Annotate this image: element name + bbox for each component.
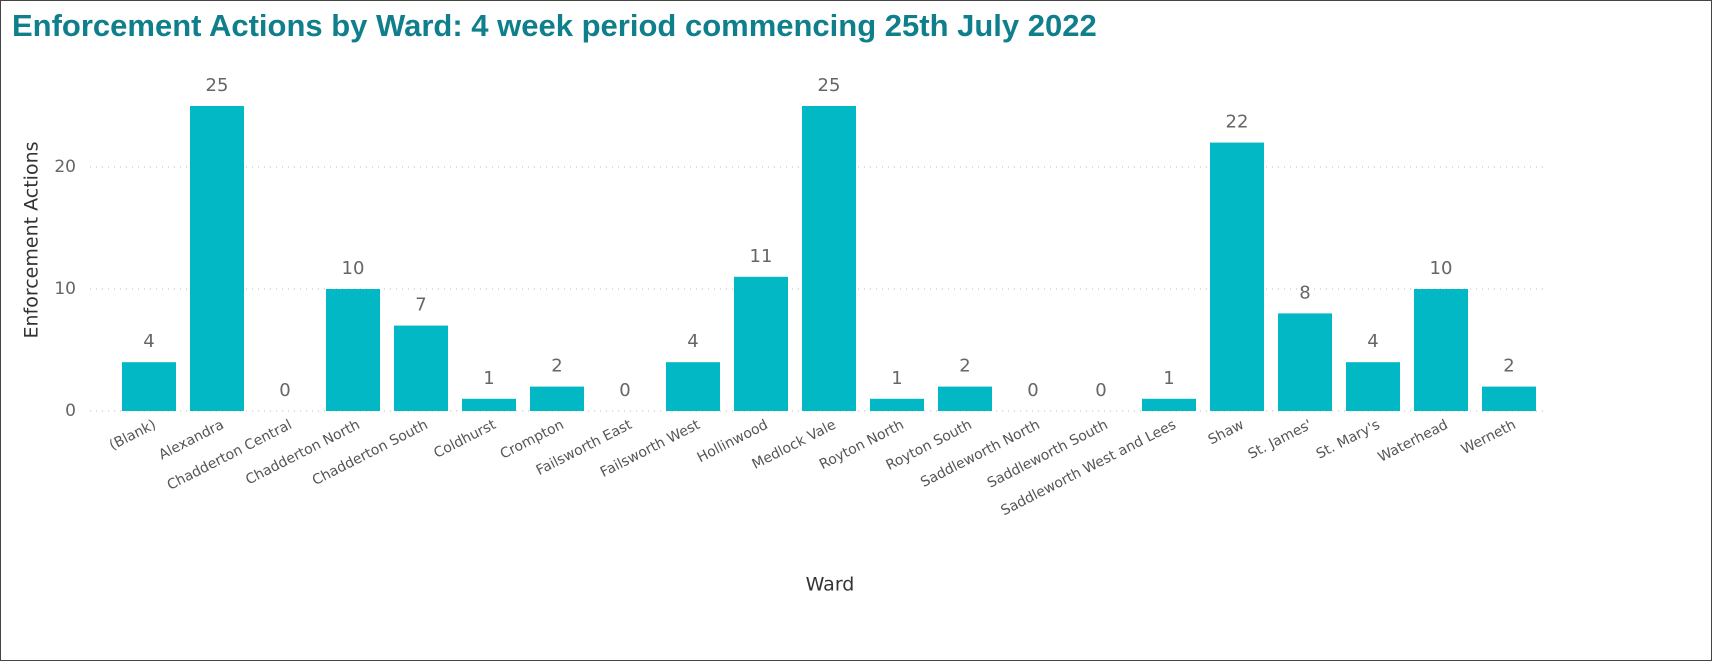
bar (1210, 142, 1264, 411)
data-label: 0 (279, 380, 290, 401)
x-tick-label: Saddleworth North (918, 417, 1042, 491)
bar (1278, 313, 1332, 411)
x-tick-label: Chadderton Central (165, 417, 295, 494)
y-tick-label: 10 (54, 279, 76, 299)
data-label: 25 (206, 75, 229, 96)
data-label: 0 (1095, 380, 1106, 401)
x-tick-label: Coldhurst (431, 417, 499, 462)
bar (1482, 386, 1536, 411)
chart-title: Enforcement Actions by Ward: 4 week peri… (12, 8, 1097, 43)
data-label: 2 (1503, 356, 1514, 377)
data-label: 4 (143, 331, 154, 352)
bar (938, 386, 992, 411)
data-label: 10 (342, 258, 365, 279)
bar (1414, 289, 1468, 411)
data-label: 7 (415, 295, 426, 316)
x-tick-label: St. James' (1246, 417, 1315, 463)
data-label: 4 (1367, 331, 1378, 352)
bar (326, 289, 380, 411)
x-tick-label: Shaw (1206, 417, 1247, 448)
data-label: 10 (1430, 258, 1453, 279)
bar (666, 362, 720, 411)
data-label: 4 (687, 331, 698, 352)
bar (530, 386, 584, 411)
bar (462, 398, 516, 411)
y-tick-label: 0 (65, 401, 76, 421)
x-tick-label: Chadderton North (243, 417, 362, 488)
x-axis-title: Ward (806, 574, 855, 596)
x-tick-label: (Blank) (107, 417, 159, 454)
data-label: 2 (551, 356, 562, 377)
data-label: 1 (483, 368, 494, 389)
bar (1346, 362, 1400, 411)
bar (870, 398, 924, 411)
bar (1142, 398, 1196, 411)
bar (802, 106, 856, 411)
bar (122, 362, 176, 411)
bar (734, 276, 788, 411)
data-label: 8 (1299, 282, 1310, 303)
x-tick-label: Chadderton South (310, 417, 431, 489)
data-label: 2 (959, 356, 970, 377)
data-label: 1 (891, 368, 902, 389)
data-label: 1 (1163, 368, 1174, 389)
data-label: 11 (750, 246, 773, 267)
data-label: 0 (1027, 380, 1038, 401)
y-tick-label: 20 (54, 157, 76, 177)
x-tick-label: Waterhead (1376, 417, 1451, 466)
data-label: 22 (1226, 112, 1249, 133)
data-label: 25 (818, 75, 841, 96)
bar (394, 325, 448, 411)
x-tick-label: St. Mary's (1314, 417, 1383, 463)
y-axis-title: Enforcement Actions (21, 141, 43, 338)
data-label: 0 (619, 380, 630, 401)
bar (190, 106, 244, 411)
x-tick-label: Werneth (1459, 417, 1519, 458)
